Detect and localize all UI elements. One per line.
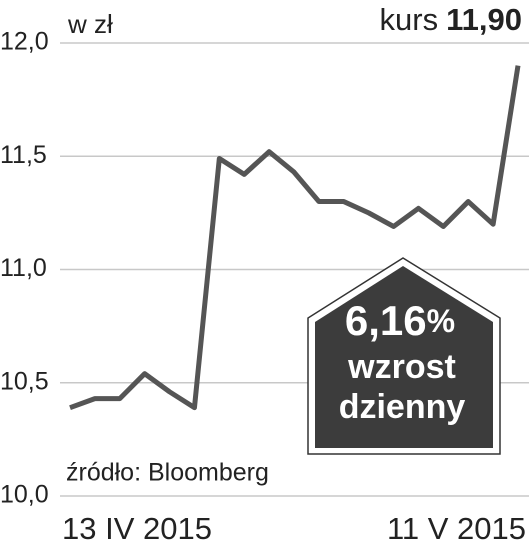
badge-line: dzienny [339,388,466,426]
y-tick-label: 12,0 [0,28,49,56]
badge-line: wzrost [347,348,456,386]
source: źródło: Bloomberg [66,459,269,487]
x-tick-label: 13 IV 2015 [62,511,212,546]
price-line [69,65,521,411]
badge: 6,16% wzrost dzienny [307,257,501,455]
y-tick-label: 10,5 [0,367,49,395]
badge-value: 6,16% [345,297,455,344]
kurs-label: kurs 11,90 [380,2,522,37]
badge-number: 6,16 [345,297,427,344]
unit-label: w zł [67,9,113,39]
kurs-value: 11,90 [446,2,522,37]
y-tick-label: 11,5 [0,141,47,169]
y-tick-label: 10,0 [0,481,49,509]
y-tick-label: 11,0 [0,254,47,282]
badge-unit: % [427,303,455,339]
x-tick-label: 11 V 2015 [387,511,526,546]
kurs-text: kurs [380,2,439,37]
